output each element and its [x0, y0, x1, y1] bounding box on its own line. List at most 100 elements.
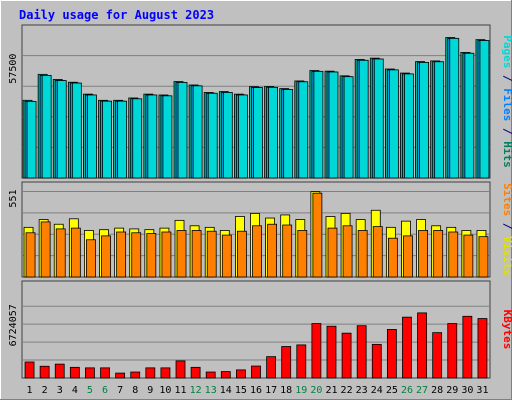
bar-kbytes-day-21	[326, 325, 337, 379]
bar-pages-day-29	[449, 37, 460, 179]
x-tick-label: 13	[205, 385, 217, 396]
x-tick-label: 27	[416, 385, 428, 396]
bar-kbytes-day-14	[220, 371, 231, 379]
bar-kbytes-day-1	[24, 361, 35, 379]
x-tick-label: 17	[265, 385, 277, 396]
bar-pages-day-13	[207, 92, 218, 179]
bar-pages-day-14	[222, 92, 233, 179]
bar-pages-day-15	[238, 94, 248, 179]
bar-pages-day-18	[283, 89, 294, 179]
bar-pages-day-2	[41, 74, 52, 179]
bar-kbytes-day-29	[447, 323, 458, 379]
bar-kbytes-day-24	[371, 343, 382, 379]
x-tick-label: 4	[72, 385, 78, 396]
x-tick-label: 1	[27, 385, 33, 396]
bar-kbytes-day-4	[69, 366, 80, 379]
x-tick-label: 18	[280, 385, 292, 396]
x-tick-label: 28	[431, 385, 443, 396]
bar-kbytes-day-18	[281, 346, 292, 379]
bar-sites-day-15	[237, 230, 247, 278]
x-tick-label: 31	[476, 385, 488, 396]
x-tick-label: 2	[42, 385, 48, 396]
bar-sites-day-11	[176, 230, 187, 278]
x-tick-label: 12	[190, 385, 202, 396]
bar-sites-day-13	[206, 230, 217, 278]
bar-sites-day-22	[342, 225, 353, 278]
panel-visits-sites: 551 Sites / Visits	[8, 181, 512, 278]
bar-kbytes-day-17	[266, 356, 276, 379]
bar-pages-day-30	[464, 52, 475, 179]
bar-pages-day-10	[162, 95, 173, 179]
bar-pages-day-11	[177, 82, 188, 179]
bar-pages-day-27	[419, 62, 429, 179]
bar-sites-day-28	[433, 230, 444, 278]
bar-sites-day-23	[357, 230, 368, 278]
bar-sites-day-21	[327, 227, 338, 278]
bar-kbytes-day-27	[417, 312, 427, 379]
bar-kbytes-day-23	[356, 325, 367, 379]
x-tick-label: 22	[341, 385, 353, 396]
legend-entry: Hits	[501, 141, 512, 168]
bar-kbytes-day-12	[190, 366, 201, 379]
bar-kbytes-day-31	[477, 318, 488, 379]
x-tick-label: 14	[220, 385, 232, 396]
bar-sites-day-12	[191, 230, 202, 278]
bar-pages-day-17	[268, 86, 278, 179]
bar-pages-day-25	[388, 69, 399, 179]
bar-sites-day-27	[418, 230, 428, 278]
bar-kbytes-day-30	[462, 315, 473, 379]
bar-pages-day-6	[102, 100, 112, 179]
x-tick-label: 3	[57, 385, 63, 396]
bar-kbytes-day-16	[251, 365, 261, 379]
bar-sites-day-9	[146, 233, 157, 278]
x-tick-label: 26	[401, 385, 413, 396]
x-tick-label: 25	[386, 385, 398, 396]
bar-sites-day-26	[403, 235, 413, 278]
series-legend: KBytes	[501, 310, 512, 350]
bar-sites-day-29	[448, 231, 459, 278]
bar-pages-day-7	[117, 100, 128, 179]
bar-kbytes-day-15	[236, 369, 246, 379]
bar-kbytes-day-3	[54, 363, 65, 379]
bar-sites-day-16	[252, 225, 262, 278]
x-axis-day-labels: 1 2 3 4 5 6 7 8 9 10 11 12 13 14 15 16 17 18 19 20 21 22 23 24 2…	[27, 385, 489, 396]
bar-sites-day-20	[312, 192, 323, 278]
x-tick-label: 21	[325, 385, 337, 396]
y-max-label: 551	[8, 190, 19, 208]
bar-sites-day-8	[131, 232, 142, 278]
x-tick-label: 29	[446, 385, 458, 396]
bar-pages-day-8	[132, 98, 143, 179]
x-tick-label: 8	[132, 385, 138, 396]
y-max-label: 57500	[8, 54, 19, 84]
bar-pages-day-22	[343, 76, 354, 179]
bar-kbytes-day-28	[432, 332, 443, 379]
x-tick-label: 7	[117, 385, 123, 396]
legend-entry: Visits	[501, 236, 512, 276]
bar-sites-day-1	[25, 232, 36, 278]
legend-entry: Files	[501, 88, 512, 121]
bar-sites-day-19	[297, 230, 308, 278]
bar-pages-day-5	[87, 94, 97, 179]
bar-pages-day-21	[328, 71, 339, 179]
x-tick-label: 6	[102, 385, 108, 396]
panel-frame	[21, 280, 491, 379]
x-tick-label: 20	[310, 385, 322, 396]
bar-kbytes-day-26	[402, 316, 412, 379]
bar-pages-day-23	[358, 59, 369, 179]
x-tick-label: 11	[174, 385, 186, 396]
bar-sites-day-7	[116, 231, 127, 278]
legend-entry: Pages	[501, 35, 512, 68]
bar-kbytes-day-20	[311, 323, 322, 379]
bar-sites-day-2	[40, 221, 51, 278]
bar-sites-day-10	[161, 231, 172, 278]
bar-sites-day-24	[372, 226, 383, 278]
x-tick-label: 19	[295, 385, 307, 396]
bar-pages-day-24	[373, 58, 384, 179]
bar-pages-day-19	[298, 81, 309, 179]
bar-pages-day-1	[26, 100, 37, 179]
panel-hits-files-pages: 57500 Pages / Files / Hits	[8, 24, 512, 179]
bar-kbytes-day-7	[115, 372, 126, 379]
bar-kbytes-day-25	[386, 329, 397, 379]
legend-entry: /	[501, 68, 512, 88]
bar-kbytes-day-11	[175, 360, 186, 379]
